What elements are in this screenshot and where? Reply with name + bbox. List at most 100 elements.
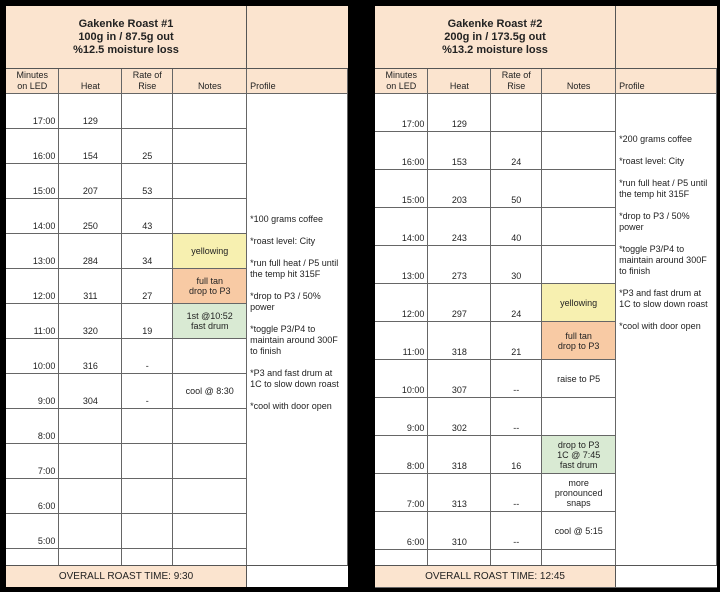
profile-item: *drop to P3 / 50% power xyxy=(619,211,690,232)
profile-item: *roast level: City xyxy=(250,236,316,246)
profile-item: *run full heat / P5 until the temp hit 3… xyxy=(619,178,708,199)
ror-cell: - xyxy=(121,338,174,374)
note-line: drop to P3 xyxy=(557,439,600,450)
note-line: full tan xyxy=(565,330,592,341)
minute-cell: 9:00 xyxy=(6,373,60,409)
profile-list: *100 grams coffee *roast level: City *run … xyxy=(250,214,345,423)
ror-cell: 24 xyxy=(490,283,543,322)
heat-cell: 311 xyxy=(58,268,123,304)
header-notes: Notes xyxy=(172,69,248,94)
note-line: 1st @10:52 xyxy=(186,311,233,321)
table-row: 17:00 129 *100 grams coffee *roast level: C… xyxy=(6,93,348,584)
minute-cell: 5:00 xyxy=(6,513,60,549)
profile-item: *toggle P3/P4 to maintain around 300F to… xyxy=(250,324,338,356)
notes-cell xyxy=(172,443,248,479)
notes-cell xyxy=(172,408,248,444)
profile-item: *run full heat / P5 until the temp hit 3… xyxy=(250,258,339,279)
notes-cell xyxy=(172,513,248,549)
note-line: fast drum xyxy=(559,459,598,470)
ror-cell xyxy=(490,93,543,132)
ror-cell: 40 xyxy=(490,207,543,246)
ror-cell: 43 xyxy=(121,198,174,234)
header-row: Minutes on LED Heat Rate of Rise Notes Pro… xyxy=(6,69,348,94)
table-row: 17:00 129 *200 grams coffee *roast level: C… xyxy=(375,93,717,588)
header-row: Minutes on LED Heat Rate of Rise Notes Pro… xyxy=(375,69,717,94)
table-row: 12:00 297 24 yellowing xyxy=(375,283,717,322)
notes-cell xyxy=(541,397,617,436)
sheet-title: Gakenke Roast #1 xyxy=(78,18,174,30)
minute-cell: 16:00 xyxy=(6,128,60,164)
minute-cell: 11:00 xyxy=(6,303,60,339)
header-heat: Heat xyxy=(58,69,123,94)
overall-roast-time: OVERALL ROAST TIME: 9:30 xyxy=(6,565,247,587)
ror-cell xyxy=(121,513,174,549)
table-row: 15:00 203 50 xyxy=(375,169,717,208)
heat-cell: 318 xyxy=(427,321,492,360)
heat-cell: 243 xyxy=(427,207,492,246)
ror-cell xyxy=(121,478,174,514)
note-line: snaps xyxy=(566,497,591,508)
table-row: 8:00 xyxy=(6,408,348,444)
heat-cell: 203 xyxy=(427,169,492,208)
footer-spacer xyxy=(616,565,717,587)
roast-sheet-1: Gakenke Roast #1 100g in / 87.5g out %12… xyxy=(6,6,348,587)
note-line: cool @ 8:30 xyxy=(185,386,234,396)
note-line: more xyxy=(568,477,589,488)
minute-cell: 17:00 xyxy=(375,93,429,132)
notes-cell xyxy=(541,245,617,284)
note-line: drop to P3 xyxy=(188,286,231,296)
notes-cell: yellowing xyxy=(541,283,617,322)
heat-cell: 297 xyxy=(427,283,492,322)
moisture-line: %12.5 moisture loss xyxy=(73,44,179,56)
ror-cell: 34 xyxy=(121,233,174,269)
ror-cell: -- xyxy=(490,397,543,436)
minute-cell: 10:00 xyxy=(375,359,429,398)
table-row: 15:00 207 53 xyxy=(6,163,348,199)
note-line: drop to P3 xyxy=(557,340,600,351)
heat-cell: 250 xyxy=(58,198,123,234)
notes-cell: cool @ 5:15 xyxy=(541,511,617,550)
header-minutes: Minutes on LED xyxy=(6,69,60,94)
heat-cell: 316 xyxy=(58,338,123,374)
profile-item: *toggle P3/P4 to maintain around 300F to… xyxy=(619,244,707,276)
profile-item: *cool with door open xyxy=(250,401,332,411)
moisture-line: %13.2 moisture loss xyxy=(442,44,548,56)
note-line: pronounced xyxy=(554,487,603,498)
notes-cell xyxy=(172,128,248,164)
heat-cell: 320 xyxy=(58,303,123,339)
header-ror: Rate of Rise xyxy=(490,69,543,94)
notes-cell xyxy=(541,93,617,132)
minute-cell: 10:00 xyxy=(6,338,60,374)
minute-cell: 6:00 xyxy=(6,478,60,514)
minute-cell: 17:00 xyxy=(6,93,60,129)
note-line: full tan xyxy=(196,276,223,286)
weight-line: 100g in / 87.5g out xyxy=(78,31,174,43)
notes-cell xyxy=(172,198,248,234)
table-row: 13:00 284 34 yellowing xyxy=(6,233,348,269)
notes-cell: yellowing xyxy=(172,233,248,269)
note-line: fast drum xyxy=(190,321,229,331)
table-row: 9:00 304- cool @ 8:30 xyxy=(6,373,348,409)
minute-cell: 15:00 xyxy=(6,163,60,199)
profile-item: *drop to P3 / 50% power xyxy=(250,291,321,312)
notes-cell: 1st @10:52 fast drum xyxy=(172,303,248,339)
header-minutes: Minutes on LED xyxy=(375,69,429,94)
heat-cell: 207 xyxy=(58,163,123,199)
ror-cell: 25 xyxy=(121,128,174,164)
notes-cell xyxy=(541,207,617,246)
ror-cell: 16 xyxy=(490,435,543,474)
minute-cell: 6:00 xyxy=(375,511,429,550)
notes-cell xyxy=(541,131,617,170)
ror-cell: -- xyxy=(490,511,543,550)
header-ror: Rate of Rise xyxy=(121,69,174,94)
ror-cell xyxy=(121,443,174,479)
profile-item: *roast level: City xyxy=(619,156,685,166)
notes-cell: full tan drop to P3 xyxy=(172,268,248,304)
notes-cell xyxy=(172,93,248,129)
ror-cell: 50 xyxy=(490,169,543,208)
profile-item: *200 grams coffee xyxy=(619,134,693,144)
profile-item: *cool with door open xyxy=(619,321,701,331)
heat-cell: 318 xyxy=(427,435,492,474)
note-line: yellowing xyxy=(560,297,598,308)
ror-cell xyxy=(121,93,174,129)
